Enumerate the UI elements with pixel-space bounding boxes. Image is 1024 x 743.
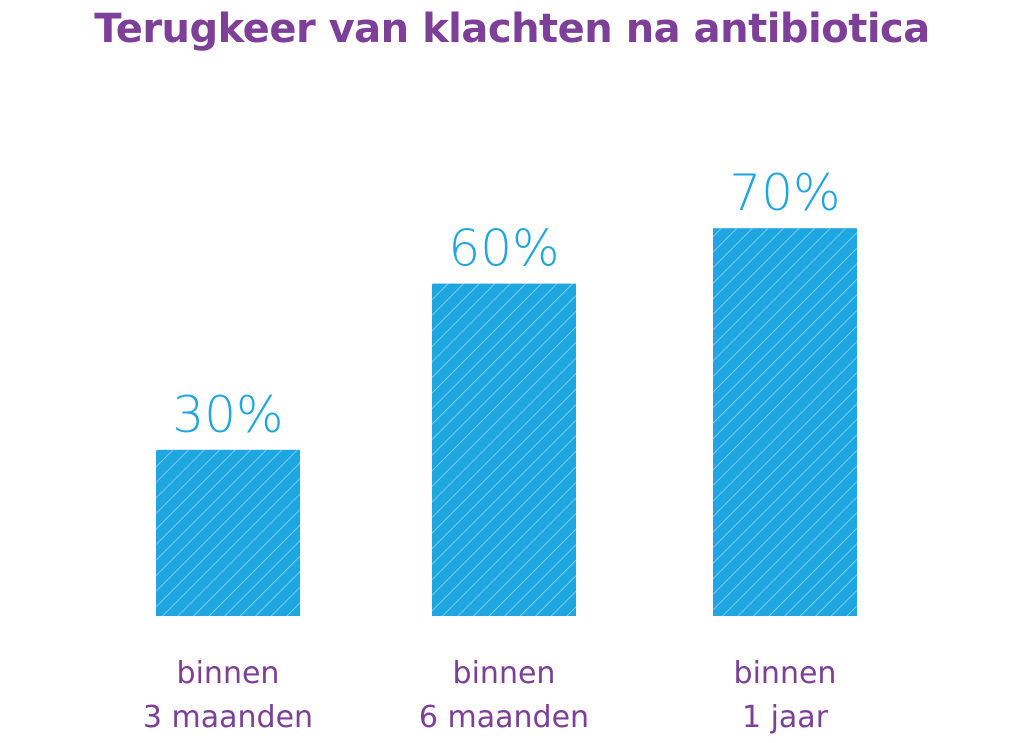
category-label-1-line-1: binnen	[177, 656, 280, 691]
bar-hatch-2	[432, 283, 576, 616]
bar-hatch-1	[156, 449, 300, 616]
bars-layer	[156, 228, 857, 616]
category-label-2-line-1: binnen	[453, 656, 556, 691]
category-label-3-line-1: binnen	[734, 656, 837, 691]
chart-title: Terugkeer van klachten na antibiotica	[94, 6, 930, 52]
value-label-1: 30%	[172, 386, 283, 444]
labels-layer: 30% binnen 3 maanden 60% binnen 6 maanden 70% b…	[143, 164, 841, 735]
value-label-2: 60%	[448, 220, 559, 278]
bar-hatch-3	[713, 228, 857, 616]
value-label-3: 70%	[729, 164, 840, 222]
category-label-2-line-2: 6 maanden	[419, 700, 589, 735]
category-label-3-line-2: 1 jaar	[742, 700, 829, 735]
category-label-1-line-2: 3 maanden	[143, 700, 313, 735]
